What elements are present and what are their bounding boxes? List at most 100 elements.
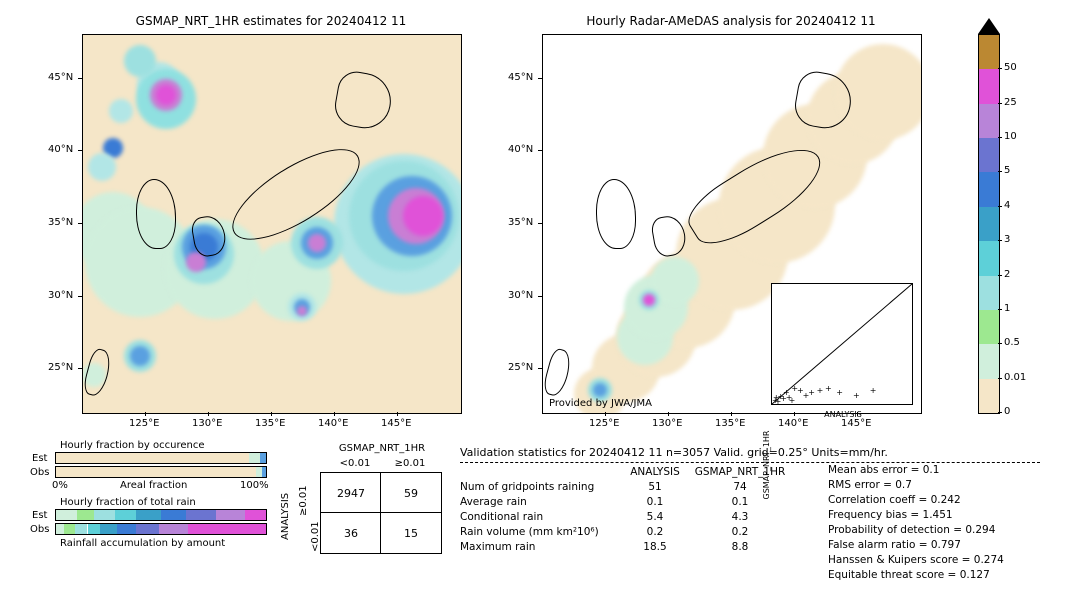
ytick-line xyxy=(78,150,82,151)
matrix-row-header: ANALYSIS xyxy=(280,493,291,540)
colorbar-tick: 0.01 xyxy=(1004,372,1026,383)
matrix-col-header: GSMAP_NRT_1HR xyxy=(322,443,442,454)
xtick-line xyxy=(334,412,335,416)
validation-row: Rain volume (mm km²10⁶)0.20.2 xyxy=(460,526,800,538)
scatter-point: + xyxy=(853,392,860,400)
ytick-line xyxy=(78,368,82,369)
colorbar-tick-line xyxy=(998,206,1002,207)
bar-seg xyxy=(186,510,215,520)
ytick: 30°N xyxy=(48,290,73,301)
xtick: 130°E xyxy=(652,418,682,429)
occ-obs-label: Obs xyxy=(30,467,49,478)
colorbar-seg xyxy=(979,138,999,172)
validation-header: Validation statistics for 20240412 11 n=… xyxy=(460,446,888,459)
colorbar-tick-line xyxy=(998,137,1002,138)
ytick-line xyxy=(78,223,82,224)
tr-obs-bar xyxy=(55,523,267,535)
matrix-cell-00: 2947 xyxy=(320,472,382,514)
matrix-cell-01: 59 xyxy=(380,472,442,514)
ytick-line xyxy=(538,223,542,224)
stat-label: Conditional rain xyxy=(460,511,620,523)
bar-seg xyxy=(216,510,245,520)
precip-blob xyxy=(130,346,150,366)
scatter-points: +++++++++++++++++ xyxy=(772,284,912,404)
tr-est-label: Est xyxy=(32,510,47,521)
stat-label: Rain volume (mm km²10⁶) xyxy=(460,526,620,538)
bar-seg xyxy=(117,524,136,534)
colorbar-tick-line xyxy=(998,309,1002,310)
xtick-line xyxy=(857,412,858,416)
bar-seg xyxy=(88,524,101,534)
occ-axis-right: 100% xyxy=(240,480,269,491)
xtick-line xyxy=(271,412,272,416)
stat-label: Maximum rain xyxy=(460,541,620,553)
xtick-line xyxy=(397,412,398,416)
ytick: 40°N xyxy=(48,144,73,155)
bar-seg xyxy=(136,524,159,534)
ytick: 40°N xyxy=(508,144,533,155)
xtick-line xyxy=(794,412,795,416)
bar-seg xyxy=(249,453,260,463)
colorbar-seg xyxy=(979,104,999,138)
bar-seg xyxy=(100,524,117,534)
scatter-point: + xyxy=(870,387,877,395)
bar-seg xyxy=(260,453,266,463)
occ-axis-label: Areal fraction xyxy=(120,480,187,491)
map-right-title: Hourly Radar-AMeDAS analysis for 2024041… xyxy=(542,14,920,28)
ytick: 25°N xyxy=(508,362,533,373)
total-rain-footer: Rainfall accumulation by amount xyxy=(60,538,225,549)
xtick: 130°E xyxy=(192,418,222,429)
xtick: 140°E xyxy=(318,418,348,429)
colorbar xyxy=(978,34,1000,414)
scatter-inset: +++++++++++++++++ xyxy=(771,283,913,405)
stat-gsmap: 74 xyxy=(690,481,790,493)
ytick-line xyxy=(78,296,82,297)
ytick: 35°N xyxy=(508,217,533,228)
ytick: 25°N xyxy=(48,362,73,373)
colorbar-tick: 25 xyxy=(1004,97,1017,108)
bar-seg xyxy=(56,524,64,534)
colorbar-tick-line xyxy=(998,103,1002,104)
th-analysis: ANALYSIS xyxy=(620,466,690,478)
stat-analysis: 51 xyxy=(620,481,690,493)
provided-by: Provided by JWA/JMA xyxy=(549,398,652,409)
colorbar-tick-line xyxy=(998,68,1002,69)
validation-rows: Num of gridpoints raining5174Average rai… xyxy=(460,481,800,553)
colorbar-seg xyxy=(979,344,999,378)
stat-analysis: 18.5 xyxy=(620,541,690,553)
ytick-line xyxy=(538,296,542,297)
ytick: 35°N xyxy=(48,217,73,228)
colorbar-tick: 10 xyxy=(1004,131,1017,142)
ytick-line xyxy=(78,78,82,79)
xtick: 125°E xyxy=(589,418,619,429)
ytick-line xyxy=(538,150,542,151)
scatter-point: + xyxy=(808,389,815,397)
metric-row: Mean abs error = 0.1 xyxy=(828,464,1058,476)
bar-seg xyxy=(245,510,266,520)
stat-label: Num of gridpoints raining xyxy=(460,481,620,493)
colorbar-arrow-top xyxy=(978,18,1000,34)
occ-est-label: Est xyxy=(32,453,47,464)
colorbar-tick-line xyxy=(998,275,1002,276)
metric-rows: Mean abs error = 0.1RMS error = 0.7Corre… xyxy=(828,464,1058,581)
bar-seg xyxy=(188,524,266,534)
metric-row: Hanssen & Kuipers score = 0.274 xyxy=(828,554,1058,566)
colorbar-tick-line xyxy=(998,240,1002,241)
matrix-row0: ≥0.01 xyxy=(298,485,309,516)
map-left xyxy=(82,34,462,414)
precip-blob xyxy=(109,99,133,123)
occ-axis-left: 0% xyxy=(52,480,68,491)
bar-seg xyxy=(161,510,186,520)
colorbar-tick: 1 xyxy=(1004,303,1010,314)
xtick: 145°E xyxy=(381,418,411,429)
colorbar-tick-line xyxy=(998,412,1002,413)
bar-seg xyxy=(77,510,94,520)
bar-seg xyxy=(94,510,115,520)
matrix-col1: ≥0.01 xyxy=(385,458,435,469)
colorbar-seg xyxy=(979,35,999,69)
colorbar-tick: 3 xyxy=(1004,234,1010,245)
metric-row: False alarm ratio = 0.797 xyxy=(828,539,1058,551)
colorbar-tick: 4 xyxy=(1004,200,1010,211)
colorbar-seg xyxy=(979,207,999,241)
scatter-point: + xyxy=(825,385,832,393)
